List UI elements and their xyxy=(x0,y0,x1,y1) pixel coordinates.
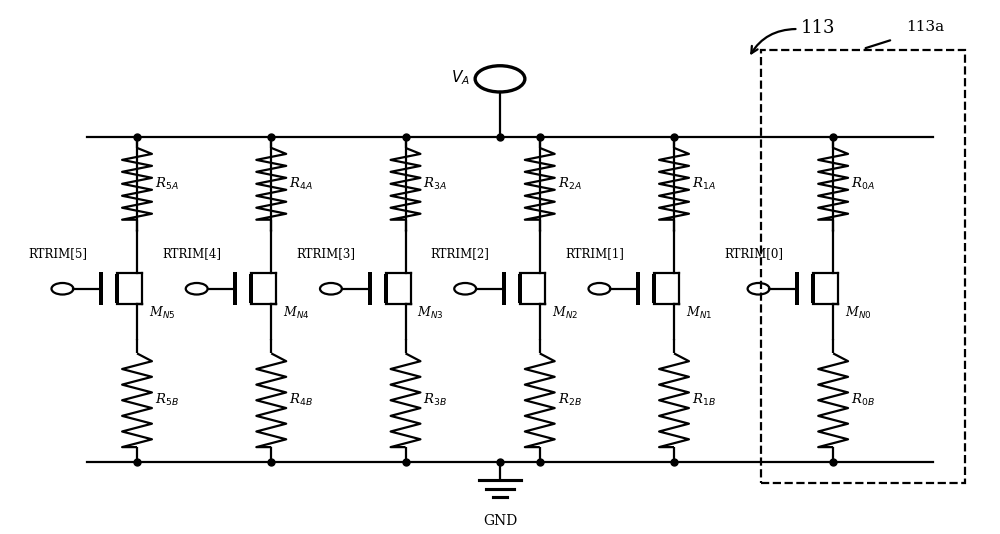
Text: RTRIM[3]: RTRIM[3] xyxy=(296,247,355,260)
Text: R$_{2B}$: R$_{2B}$ xyxy=(558,392,582,409)
Text: M$_{N3}$: M$_{N3}$ xyxy=(417,304,444,320)
Text: R$_{4A}$: R$_{4A}$ xyxy=(289,176,313,192)
Bar xyxy=(761,50,965,483)
Text: GND: GND xyxy=(483,514,517,528)
Text: M$_{N4}$: M$_{N4}$ xyxy=(283,304,310,320)
Text: R$_{0A}$: R$_{0A}$ xyxy=(851,176,875,192)
Text: M$_{N0}$: M$_{N0}$ xyxy=(845,304,872,320)
Text: $V_A$: $V_A$ xyxy=(451,68,470,87)
Text: R$_{5A}$: R$_{5A}$ xyxy=(155,176,179,192)
Text: M$_{N2}$: M$_{N2}$ xyxy=(552,304,578,320)
Text: R$_{3B}$: R$_{3B}$ xyxy=(423,392,447,409)
Text: RTRIM[4]: RTRIM[4] xyxy=(162,247,221,260)
Text: M$_{N5}$: M$_{N5}$ xyxy=(149,304,175,320)
Text: RTRIM[5]: RTRIM[5] xyxy=(28,247,87,260)
Text: M$_{N1}$: M$_{N1}$ xyxy=(686,304,712,320)
Text: R$_{1B}$: R$_{1B}$ xyxy=(692,392,716,409)
Text: RTRIM[2]: RTRIM[2] xyxy=(431,247,490,260)
Text: RTRIM[1]: RTRIM[1] xyxy=(565,247,624,260)
Text: R$_{3A}$: R$_{3A}$ xyxy=(423,176,447,192)
Text: R$_{4B}$: R$_{4B}$ xyxy=(289,392,313,409)
Text: R$_{5B}$: R$_{5B}$ xyxy=(155,392,179,409)
Text: R$_{1A}$: R$_{1A}$ xyxy=(692,176,716,192)
Text: 113: 113 xyxy=(801,19,835,36)
Text: R$_{0B}$: R$_{0B}$ xyxy=(851,392,875,409)
Text: RTRIM[0]: RTRIM[0] xyxy=(724,247,783,260)
Text: R$_{2A}$: R$_{2A}$ xyxy=(558,176,582,192)
Text: 113a: 113a xyxy=(906,20,944,34)
